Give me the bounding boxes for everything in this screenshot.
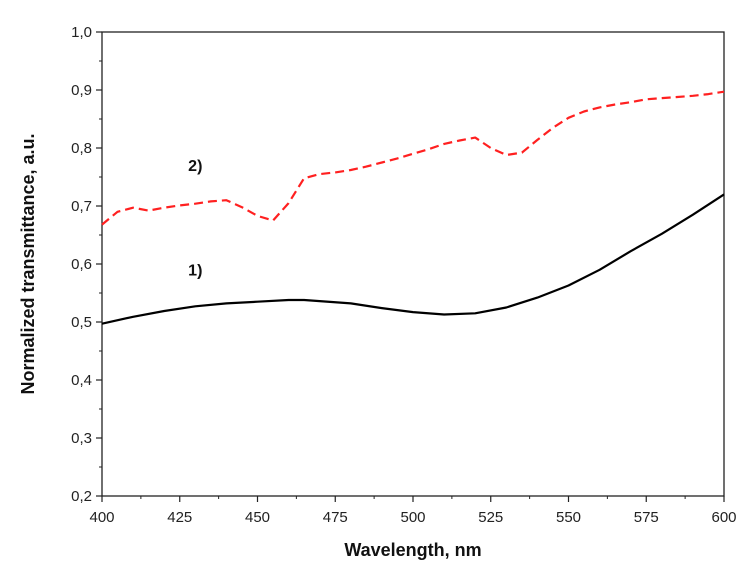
y-axis-title: Normalized transmittance, a.u. [18, 133, 38, 394]
y-tick-label: 1,0 [71, 24, 92, 41]
x-axis-ticks: 400 425 450 475 500 525 550 575 600 [89, 496, 737, 526]
curve-label-1: 1) [188, 263, 202, 280]
y-tick-label: 0,8 [71, 140, 92, 157]
x-tick-label: 425 [167, 509, 192, 526]
x-tick-label: 600 [711, 509, 736, 526]
y-tick-label: 0,7 [71, 198, 92, 215]
x-axis-title: Wavelength, nm [344, 540, 481, 560]
x-tick-label: 575 [634, 509, 659, 526]
curve-label-2: 2) [188, 158, 202, 175]
x-tick-label: 450 [245, 509, 270, 526]
y-axis-ticks: 0,2 0,3 0,4 0,5 0,6 0,7 0,8 0,9 1,0 [71, 24, 102, 505]
y-tick-label: 0,2 [71, 488, 92, 505]
y-tick-label: 0,4 [71, 372, 92, 389]
y-tick-label: 0,6 [71, 256, 92, 273]
x-tick-label: 500 [400, 509, 425, 526]
annotation-layer: 1) 2) [188, 158, 202, 279]
y-tick-label: 0,9 [71, 82, 92, 99]
x-tick-label: 550 [556, 509, 581, 526]
series-line-1 [101, 193, 725, 325]
series-line-2 [101, 90, 725, 226]
x-tick-label: 525 [478, 509, 503, 526]
x-tick-label: 400 [89, 509, 114, 526]
x-tick-label: 475 [323, 509, 348, 526]
y-tick-label: 0,5 [71, 314, 92, 331]
series-layer [101, 90, 725, 325]
y-tick-label: 0,3 [71, 430, 92, 447]
